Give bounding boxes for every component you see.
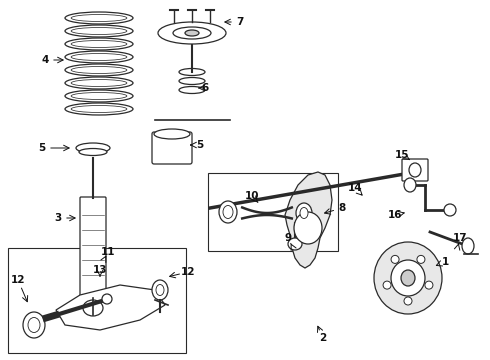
Ellipse shape bbox=[83, 300, 103, 316]
Text: 7: 7 bbox=[236, 17, 244, 27]
Ellipse shape bbox=[462, 238, 474, 254]
Ellipse shape bbox=[391, 255, 399, 264]
Ellipse shape bbox=[179, 68, 205, 76]
Text: 11: 11 bbox=[101, 247, 115, 257]
FancyBboxPatch shape bbox=[208, 173, 338, 251]
Ellipse shape bbox=[296, 203, 312, 223]
Text: 5: 5 bbox=[196, 140, 204, 150]
Ellipse shape bbox=[374, 242, 442, 314]
Ellipse shape bbox=[71, 14, 127, 22]
Ellipse shape bbox=[401, 270, 415, 286]
Text: 2: 2 bbox=[319, 333, 327, 343]
Ellipse shape bbox=[404, 297, 412, 305]
Text: 14: 14 bbox=[348, 183, 362, 193]
Ellipse shape bbox=[65, 51, 133, 63]
Ellipse shape bbox=[383, 281, 391, 289]
Text: 5: 5 bbox=[38, 143, 46, 153]
Ellipse shape bbox=[223, 206, 233, 219]
Ellipse shape bbox=[288, 238, 302, 250]
Ellipse shape bbox=[417, 255, 425, 264]
Text: 12: 12 bbox=[181, 267, 195, 277]
FancyBboxPatch shape bbox=[8, 248, 186, 353]
Text: 3: 3 bbox=[54, 213, 62, 223]
Ellipse shape bbox=[152, 280, 168, 300]
FancyBboxPatch shape bbox=[80, 197, 106, 299]
Ellipse shape bbox=[404, 178, 416, 192]
Ellipse shape bbox=[71, 27, 127, 35]
Ellipse shape bbox=[71, 54, 127, 60]
FancyBboxPatch shape bbox=[402, 159, 428, 181]
Text: 1: 1 bbox=[441, 257, 449, 267]
Ellipse shape bbox=[156, 284, 164, 296]
Polygon shape bbox=[56, 285, 165, 330]
Ellipse shape bbox=[444, 204, 456, 216]
Ellipse shape bbox=[300, 207, 308, 219]
Ellipse shape bbox=[179, 77, 205, 85]
Text: 16: 16 bbox=[388, 210, 402, 220]
Ellipse shape bbox=[154, 129, 190, 139]
Ellipse shape bbox=[65, 38, 133, 50]
Ellipse shape bbox=[65, 25, 133, 37]
Text: 9: 9 bbox=[284, 233, 292, 243]
Ellipse shape bbox=[158, 22, 226, 44]
Text: 17: 17 bbox=[453, 233, 467, 243]
Ellipse shape bbox=[76, 143, 110, 153]
Ellipse shape bbox=[79, 148, 107, 156]
Text: 8: 8 bbox=[339, 203, 345, 213]
Ellipse shape bbox=[409, 163, 421, 177]
Ellipse shape bbox=[71, 93, 127, 99]
Ellipse shape bbox=[23, 312, 45, 338]
Ellipse shape bbox=[294, 212, 322, 244]
Ellipse shape bbox=[179, 86, 205, 94]
Ellipse shape bbox=[71, 40, 127, 48]
Text: 13: 13 bbox=[93, 265, 107, 275]
Ellipse shape bbox=[65, 12, 133, 24]
Ellipse shape bbox=[71, 67, 127, 73]
Text: 4: 4 bbox=[41, 55, 49, 65]
Ellipse shape bbox=[65, 77, 133, 89]
Polygon shape bbox=[285, 172, 332, 268]
Ellipse shape bbox=[219, 201, 237, 223]
Ellipse shape bbox=[425, 281, 433, 289]
Ellipse shape bbox=[65, 90, 133, 102]
Ellipse shape bbox=[65, 103, 133, 115]
Text: 15: 15 bbox=[395, 150, 409, 160]
Text: 10: 10 bbox=[245, 191, 259, 201]
Text: 6: 6 bbox=[201, 83, 209, 93]
Ellipse shape bbox=[65, 64, 133, 76]
Ellipse shape bbox=[102, 294, 112, 304]
Ellipse shape bbox=[71, 105, 127, 112]
FancyBboxPatch shape bbox=[152, 132, 192, 164]
Text: 12: 12 bbox=[11, 275, 25, 285]
Ellipse shape bbox=[28, 318, 40, 333]
Ellipse shape bbox=[185, 30, 199, 36]
Ellipse shape bbox=[173, 27, 211, 39]
Ellipse shape bbox=[391, 260, 425, 296]
Ellipse shape bbox=[71, 80, 127, 86]
